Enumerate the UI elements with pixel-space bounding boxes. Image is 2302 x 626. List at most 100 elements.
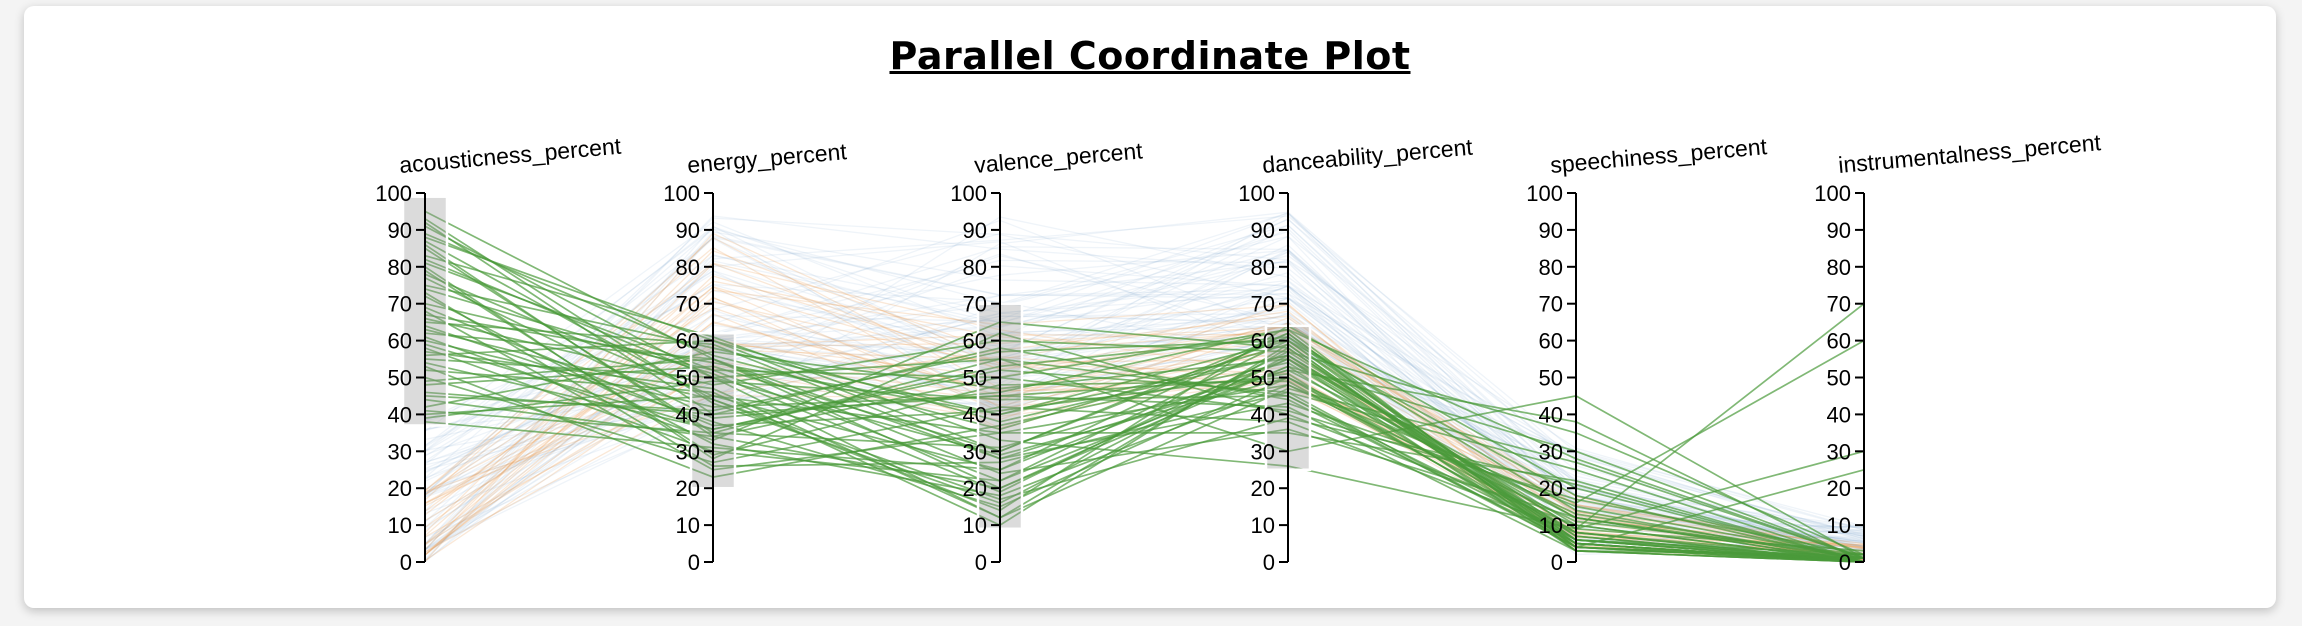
context-line-blue bbox=[424, 224, 1865, 548]
tick-label: 0 bbox=[400, 550, 412, 575]
axis-energy_percent: 0 10 20 30 40 50 60 70 80 90 100 energy_percent bbox=[663, 138, 848, 575]
tick-label: 20 bbox=[676, 476, 700, 501]
tick-label: 20 bbox=[1251, 476, 1275, 501]
tick-label: 10 bbox=[963, 513, 987, 538]
selected-line[interactable] bbox=[424, 328, 1865, 563]
tick-label: 50 bbox=[1827, 366, 1851, 391]
tick-label: 60 bbox=[963, 329, 987, 354]
selected-line[interactable] bbox=[424, 350, 1865, 563]
selected-line[interactable] bbox=[424, 369, 1865, 563]
context-line-blue bbox=[424, 293, 1865, 562]
selected-line[interactable] bbox=[424, 218, 1865, 563]
tick-label: 60 bbox=[676, 329, 700, 354]
tick-label: 30 bbox=[963, 439, 987, 464]
axis-danceability_percent: 0 10 20 30 40 50 60 70 80 90 100 danceability_perce… bbox=[1238, 134, 1474, 575]
tick-label: 60 bbox=[1827, 329, 1851, 354]
tick-label: 0 bbox=[1839, 550, 1851, 575]
axis-title[interactable]: speechiness_percent bbox=[1549, 133, 1768, 178]
tick-label: 20 bbox=[1539, 476, 1563, 501]
tick-label: 10 bbox=[1827, 513, 1851, 538]
selected-line[interactable] bbox=[424, 262, 1865, 563]
tick-label: 60 bbox=[1251, 329, 1275, 354]
tick-label: 30 bbox=[676, 439, 700, 464]
axis-instrumentalness_percent: 0 10 20 30 40 50 60 70 80 90 100 instrumentalness_p… bbox=[1814, 129, 2102, 575]
tick-label: 20 bbox=[963, 476, 987, 501]
context-line-blue bbox=[424, 231, 1865, 545]
axis-title[interactable]: energy_percent bbox=[686, 138, 848, 178]
context-line-blue bbox=[424, 228, 1865, 561]
context-line-orange bbox=[424, 232, 1865, 563]
context-line-orange bbox=[424, 236, 1865, 560]
chart-card: Parallel Coordinate Plot bbox=[24, 6, 2276, 608]
selected-line[interactable] bbox=[424, 361, 1865, 563]
tick-label: 70 bbox=[1539, 292, 1563, 317]
tick-label: 80 bbox=[676, 255, 700, 280]
selected-line[interactable] bbox=[424, 358, 1865, 560]
context-line-blue bbox=[424, 312, 1865, 544]
tick-label: 50 bbox=[1251, 366, 1275, 391]
tick-label: 10 bbox=[1539, 513, 1563, 538]
tick-label: 100 bbox=[950, 181, 987, 206]
context-line-blue bbox=[424, 218, 1865, 548]
tick-label: 80 bbox=[1827, 255, 1851, 280]
tick-label: 100 bbox=[1526, 181, 1563, 206]
selected-line[interactable] bbox=[424, 291, 1865, 563]
tick-label: 10 bbox=[1251, 513, 1275, 538]
chart-title: Parallel Coordinate Plot bbox=[889, 34, 1411, 78]
context-line-blue bbox=[424, 299, 1865, 544]
selected-line[interactable] bbox=[424, 277, 1865, 560]
context-line-blue bbox=[424, 259, 1865, 550]
tick-label: 90 bbox=[388, 218, 412, 243]
tick-label: 100 bbox=[375, 181, 412, 206]
lines-group bbox=[424, 210, 1865, 563]
selected-line[interactable] bbox=[424, 339, 1865, 549]
axis-title[interactable]: valence_percent bbox=[973, 137, 1144, 178]
tick-label: 50 bbox=[963, 366, 987, 391]
selected-line[interactable] bbox=[424, 350, 1865, 560]
tick-label: 30 bbox=[1827, 439, 1851, 464]
tick-label: 60 bbox=[388, 329, 412, 354]
tick-label: 40 bbox=[1827, 402, 1851, 427]
selected-line[interactable] bbox=[424, 339, 1865, 563]
axis-title[interactable]: acousticness_percent bbox=[398, 133, 622, 178]
selected-line[interactable] bbox=[424, 358, 1865, 563]
tick-label: 90 bbox=[676, 218, 700, 243]
tick-label: 0 bbox=[1263, 550, 1275, 575]
context-line-blue bbox=[424, 270, 1865, 541]
tick-label: 0 bbox=[975, 550, 987, 575]
tick-label: 80 bbox=[1251, 255, 1275, 280]
axis-valence_percent: 0 10 20 30 40 50 60 70 80 90 100 valence_percent bbox=[950, 137, 1144, 575]
tick-label: 70 bbox=[963, 292, 987, 317]
tick-label: 40 bbox=[1251, 402, 1275, 427]
selected-line[interactable] bbox=[424, 232, 1865, 563]
context-line-blue bbox=[424, 284, 1865, 543]
selected-line[interactable] bbox=[424, 288, 1865, 556]
tick-label: 0 bbox=[1551, 550, 1563, 575]
tick-label: 50 bbox=[1539, 366, 1563, 391]
tick-label: 50 bbox=[676, 366, 700, 391]
tick-label: 80 bbox=[1539, 255, 1563, 280]
tick-label: 100 bbox=[1238, 181, 1275, 206]
axis-title[interactable]: danceability_percent bbox=[1261, 134, 1474, 178]
tick-label: 0 bbox=[688, 550, 700, 575]
context-line-blue bbox=[424, 323, 1865, 558]
tick-label: 30 bbox=[388, 439, 412, 464]
tick-label: 70 bbox=[1251, 292, 1275, 317]
axis-title[interactable]: instrumentalness_percent bbox=[1837, 129, 2102, 178]
tick-label: 100 bbox=[663, 181, 700, 206]
tick-label: 20 bbox=[1827, 476, 1851, 501]
tick-label: 80 bbox=[963, 255, 987, 280]
selected-line[interactable] bbox=[424, 336, 1865, 563]
tick-label: 40 bbox=[1539, 402, 1563, 427]
context-line-blue bbox=[424, 225, 1865, 554]
context-line-blue bbox=[424, 217, 1865, 537]
selected-line[interactable] bbox=[424, 243, 1865, 556]
tick-label: 80 bbox=[388, 255, 412, 280]
selected-line[interactable] bbox=[424, 313, 1865, 530]
context-line-orange bbox=[424, 286, 1865, 547]
tick-label: 20 bbox=[388, 476, 412, 501]
context-line-blue bbox=[424, 241, 1865, 553]
tick-label: 90 bbox=[1827, 218, 1851, 243]
tick-label: 70 bbox=[388, 292, 412, 317]
